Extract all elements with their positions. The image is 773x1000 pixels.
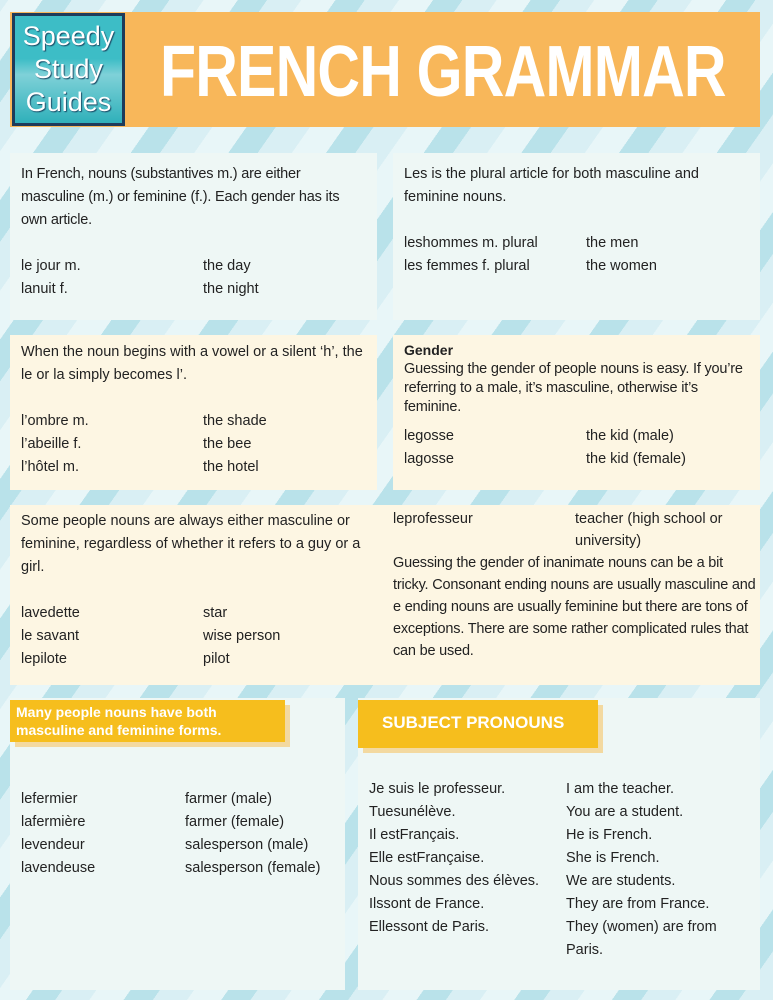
french-term: legosse: [404, 428, 454, 444]
french-term: lavedette: [21, 605, 80, 621]
vocab-row: les femmes f. plural the women: [404, 255, 749, 278]
page-title: FRENCH GRAMMAR: [160, 32, 727, 112]
english-term: the hotel: [203, 459, 259, 475]
panel-gender: Gender Guessing the gender of people nou…: [393, 335, 760, 490]
english-term: the kid (female): [586, 451, 686, 467]
speedy-study-guides-logo: Speedy Study Guides: [12, 13, 125, 126]
vocab-row: lanuit f. the night: [21, 278, 366, 301]
panel-text: In French, nouns (substantives m.) are e…: [21, 166, 340, 228]
vocab-row: legosse the kid (male): [404, 425, 749, 448]
section-heading: SUBJECT PRONOUNS: [358, 700, 598, 748]
english-term: the bee: [203, 436, 252, 452]
french-sentence: Ilssont de France.: [369, 896, 485, 912]
panel-text: Guessing the gender of people nouns is e…: [404, 361, 743, 415]
vocab-row: l’ombre m. the shade: [21, 410, 366, 433]
vocab-row: levendeur salesperson (male): [21, 834, 334, 857]
french-term: le savant: [21, 628, 80, 644]
vocab-row: l’hôtel m. the hotel: [21, 456, 366, 479]
panel-elision: When the noun begins with a vowel or a s…: [10, 335, 377, 490]
english-sentence: We are students.: [566, 873, 676, 889]
pronoun-row: Elle estFrançaise. She is French.: [369, 847, 749, 870]
panel-text: Les is the plural article for both mascu…: [404, 166, 699, 205]
logo-line: Study: [33, 54, 104, 84]
vocab-row: lepilote pilot: [21, 648, 381, 671]
english-term: farmer (female): [185, 814, 285, 830]
pronoun-row: Nous sommes des élèves. We are students.: [369, 870, 749, 893]
header-banner: [10, 12, 760, 127]
english-term: the kid (male): [586, 428, 674, 444]
french-sentence: Je suis le professeur.: [369, 781, 506, 797]
french-sentence: Ellessont de Paris.: [369, 919, 490, 935]
french-sentence: Nous sommes des élèves.: [369, 873, 540, 889]
english-term: the men: [586, 235, 639, 251]
french-sentence: Tuesunélève.: [369, 804, 456, 820]
english-term: the women: [586, 258, 657, 274]
french-sentence: Il estFrançais.: [369, 827, 460, 843]
english-sentence: I am the teacher.: [566, 781, 675, 797]
english-term: the night: [203, 281, 259, 297]
french-term: lepilote: [21, 651, 67, 667]
section-heading: Gender: [404, 342, 454, 358]
vocab-row: leprofesseur teacher (high school or univ…: [393, 508, 757, 552]
french-term: l’ombre m.: [21, 413, 89, 429]
french-term: lavendeuse: [21, 860, 96, 876]
english-term: the day: [203, 258, 251, 274]
french-sentence: Elle estFrançaise.: [369, 850, 485, 866]
pronoun-row: Tuesunélève. You are a student.: [369, 801, 749, 824]
english-term: star: [203, 605, 228, 621]
pronoun-row: Ilssont de France. They are from France.: [369, 893, 749, 916]
english-term: wise person: [203, 628, 281, 644]
pronoun-row: Il estFrançais. He is French.: [369, 824, 749, 847]
french-term: le jour m.: [21, 258, 81, 274]
vocab-row: lefermier farmer (male): [21, 788, 334, 811]
vocab-row: lavedette star: [21, 602, 381, 625]
english-term: farmer (male): [185, 791, 273, 807]
english-sentence: They are from France.: [566, 896, 710, 912]
english-term: the shade: [203, 413, 267, 429]
vocab-row: leshommes m. plural the men: [404, 232, 749, 255]
french-term: lefermier: [21, 791, 78, 807]
french-term: lanuit f.: [21, 281, 68, 297]
french-term: lafermière: [21, 814, 86, 830]
vocab-row: l’abeille f. the bee: [21, 433, 366, 456]
french-term: l’hôtel m.: [21, 459, 80, 475]
panel-text: When the noun begins with a vowel or a s…: [21, 344, 363, 383]
vocab-row: lavendeuse salesperson (female): [21, 857, 334, 880]
section-heading: Many people nouns have both masculine an…: [10, 700, 285, 742]
english-sentence: She is French.: [566, 850, 660, 866]
logo-line: Speedy: [22, 21, 115, 51]
french-term: leprofesseur: [393, 511, 473, 527]
logo-line: Guides: [25, 87, 112, 117]
panel-people-nouns: Some people nouns are always either masc…: [10, 505, 760, 685]
pronoun-row: Ellessont de Paris. They (women) are from…: [369, 916, 749, 962]
vocab-row: lagosse the kid (female): [404, 448, 749, 471]
french-term: les femmes f. plural: [404, 258, 530, 274]
french-term: l’abeille f.: [21, 436, 82, 452]
french-term: leshommes m. plural: [404, 235, 538, 251]
panel-noun-gender: In French, nouns (substantives m.) are e…: [10, 153, 377, 320]
english-term: teacher (high school or university): [575, 511, 723, 549]
panel-text: Some people nouns are always either masc…: [21, 513, 361, 575]
english-term: salesperson (female): [185, 860, 321, 876]
vocab-row: lafermière farmer (female): [21, 811, 334, 834]
panel-plural: Les is the plural article for both mascu…: [393, 153, 760, 320]
english-term: salesperson (male): [185, 837, 309, 853]
french-term: lagosse: [404, 451, 454, 467]
french-term: levendeur: [21, 837, 85, 853]
english-sentence: You are a student.: [566, 804, 684, 820]
panel-both-forms: lefermier farmer (male) lafermière farmer …: [10, 698, 345, 990]
english-sentence: He is French.: [566, 827, 653, 843]
english-sentence: They (women) are from Paris.: [566, 919, 717, 958]
vocab-row: le jour m. the day: [21, 255, 366, 278]
pronoun-row: Je suis le professeur. I am the teacher.: [369, 778, 749, 801]
vocab-row: le savant wise person: [21, 625, 381, 648]
panel-text: Guessing the gender of inanimate nouns c…: [393, 555, 756, 659]
english-term: pilot: [203, 651, 230, 667]
